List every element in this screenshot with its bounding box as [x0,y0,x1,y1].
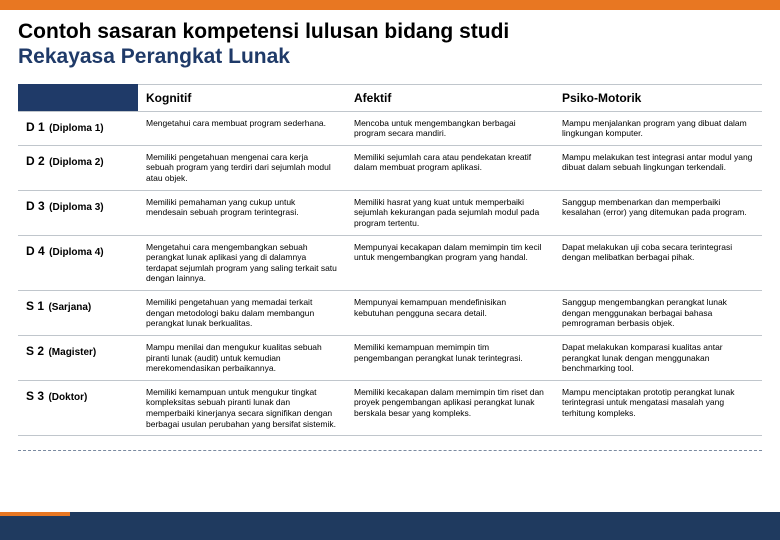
table-row: S 3 (Doktor)Memiliki kemampuan untuk men… [18,380,762,436]
psiko-cell: Mampu menciptakan prototip perangkat lun… [554,380,762,436]
level-cell: D 1 (Diploma 1) [18,111,138,145]
competency-table: Kognitif Afektif Psiko-Motorik D 1 (Dipl… [18,84,762,437]
psiko-cell: Sanggup mengembangkan perangkat lunak de… [554,291,762,336]
psiko-cell: Dapat melakukan uji coba secara terinteg… [554,235,762,291]
level-note: (Diploma 3) [49,202,103,213]
page-title-line2-text: Rekayasa Perangkat Lunak [18,45,290,68]
kognitif-cell: Memiliki pengetahuan mengenai cara kerja… [138,145,346,190]
psiko-cell: Mampu melakukan test integrasi antar mod… [554,145,762,190]
page-title-line2: Rekayasa Perangkat Lunak [18,45,762,70]
footer-band [0,512,780,540]
afektif-cell: Memiliki sejumlah cara atau pendekatan k… [346,145,554,190]
page-title-line1: Contoh sasaran kompetensi lulusan bidang… [18,20,762,45]
level-note: (Diploma 1) [49,123,103,134]
level-cell: S 1 (Sarjana) [18,291,138,336]
table-body: D 1 (Diploma 1)Mengetahui cara membuat p… [18,111,762,436]
kognitif-cell: Memiliki pengetahuan yang memadai terkai… [138,291,346,336]
kognitif-cell: Mengetahui cara mengembangkan sebuah per… [138,235,346,291]
level-cell: D 3 (Diploma 3) [18,190,138,235]
level-cell: D 2 (Diploma 2) [18,145,138,190]
afektif-cell: Mempunyai kecakapan dalam memimpin tim k… [346,235,554,291]
table-row: D 2 (Diploma 2)Memiliki pengetahuan meng… [18,145,762,190]
psiko-cell: Dapat melakukan komparasi kualitas antar… [554,335,762,380]
level-code: D 1 [26,120,45,134]
header-afektif: Afektif [346,84,554,111]
level-note: (Diploma 2) [49,157,103,168]
level-code: D 2 [26,154,45,168]
header-psiko: Psiko-Motorik [554,84,762,111]
kognitif-cell: Mampu menilai dan mengukur kualitas sebu… [138,335,346,380]
table-row: D 4 (Diploma 4)Mengetahui cara mengemban… [18,235,762,291]
header-blank [18,84,138,111]
psiko-cell: Mampu menjalankan program yang dibuat da… [554,111,762,145]
level-code: D 4 [26,244,45,258]
afektif-cell: Memiliki kecakapan dalam memimpin tim ri… [346,380,554,436]
table-row: S 1 (Sarjana)Memiliki pengetahuan yang m… [18,291,762,336]
level-cell: D 4 (Diploma 4) [18,235,138,291]
table-header-row: Kognitif Afektif Psiko-Motorik [18,84,762,111]
level-note: (Sarjana) [48,302,91,313]
level-note: (Doktor) [48,392,87,403]
table-row: D 3 (Diploma 3)Memiliki pemahaman yang c… [18,190,762,235]
top-orange-bar [0,0,780,10]
level-code: S 1 [26,299,44,313]
afektif-cell: Memiliki hasrat yang kuat untuk memperba… [346,190,554,235]
dotted-separator [18,450,762,451]
level-code: D 3 [26,199,45,213]
kognitif-cell: Memiliki pemahaman yang cukup untuk mend… [138,190,346,235]
level-cell: S 2 (Magister) [18,335,138,380]
afektif-cell: Mencoba untuk mengembangkan berbagai pro… [346,111,554,145]
kognitif-cell: Memiliki kemampuan untuk mengukur tingka… [138,380,346,436]
level-code: S 3 [26,389,44,403]
level-cell: S 3 (Doktor) [18,380,138,436]
table-row: S 2 (Magister)Mampu menilai dan mengukur… [18,335,762,380]
level-note: (Magister) [48,347,96,358]
kognitif-cell: Mengetahui cara membuat program sederhan… [138,111,346,145]
afektif-cell: Memiliki kemampuan memimpin tim pengemba… [346,335,554,380]
level-note: (Diploma 4) [49,247,103,258]
level-code: S 2 [26,344,44,358]
header-kognitif: Kognitif [138,84,346,111]
psiko-cell: Sanggup membenarkan dan memperbaiki kesa… [554,190,762,235]
footer-orange-tab [0,512,70,516]
content-area: Contoh sasaran kompetensi lulusan bidang… [0,10,780,436]
table-row: D 1 (Diploma 1)Mengetahui cara membuat p… [18,111,762,145]
afektif-cell: Mempunyai kemampuan mendefinisikan kebut… [346,291,554,336]
